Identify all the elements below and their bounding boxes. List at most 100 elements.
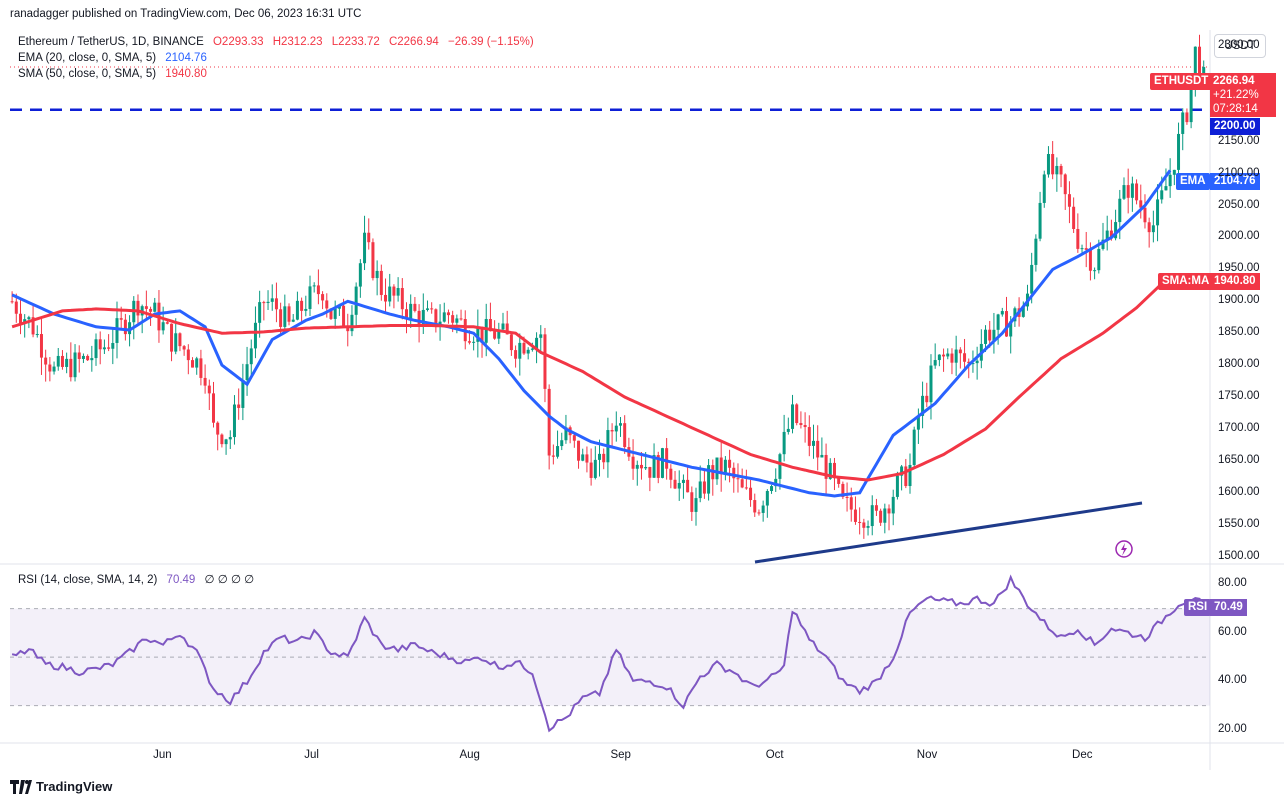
candle-body: [18, 313, 22, 324]
sma-legend[interactable]: SMA (50, close, 0, SMA, 5) 1940.80: [18, 68, 207, 80]
price-tick-label: 1850.00: [1218, 326, 1260, 339]
candle-body: [1130, 183, 1134, 198]
candle-body: [686, 479, 690, 493]
candle-body: [1164, 186, 1168, 191]
candle-body: [484, 318, 488, 343]
candle-body: [44, 357, 48, 365]
candle-body: [602, 453, 606, 463]
candle-body: [879, 510, 883, 523]
candle-body: [535, 337, 539, 349]
candle-body: [963, 353, 967, 362]
ohlc-high: H2312.23: [272, 36, 323, 48]
candle-body: [749, 487, 753, 501]
candle-body: [652, 455, 656, 478]
candle-body: [501, 323, 505, 330]
candle-body: [1118, 198, 1122, 223]
rsi-legend[interactable]: RSI (14, close, SMA, 14, 2) 70.49 ∅ ∅ ∅ …: [18, 572, 254, 586]
candle-body: [862, 522, 866, 528]
candle-body: [39, 334, 43, 358]
candle-body: [623, 423, 627, 448]
ohlc-open: O2293.33: [212, 36, 264, 48]
candle-body: [832, 462, 836, 479]
ema-legend[interactable]: EMA (20, close, 0, SMA, 5) 2104.76: [18, 52, 207, 64]
month-tick-label: Jul: [304, 749, 319, 761]
candle-body: [761, 505, 765, 513]
candle-body: [589, 462, 593, 478]
candle-body: [10, 301, 14, 303]
candle-body: [73, 352, 77, 378]
candle-body: [1202, 67, 1206, 74]
candle-body: [631, 456, 635, 469]
candle-body: [191, 360, 195, 368]
candle-body: [895, 475, 899, 497]
candle-body: [400, 288, 404, 310]
candle-body: [333, 308, 337, 319]
candle-body: [81, 355, 85, 359]
price-tick-label: 1950.00: [1218, 262, 1260, 275]
sma-line: [11, 274, 1172, 482]
candle-body: [715, 457, 719, 480]
tradingview-logo[interactable]: TradingView: [10, 779, 112, 794]
sma-axis-value: 1940.80: [1210, 273, 1260, 290]
candle-body: [1181, 112, 1185, 134]
candle-body: [841, 483, 845, 497]
candle-body: [1009, 321, 1013, 337]
candle-body: [253, 322, 257, 349]
price-tick-label: 2050.00: [1218, 198, 1260, 211]
candle-body: [262, 302, 266, 304]
price-tick-label: 2300.00: [1218, 38, 1260, 51]
ema-line: [11, 169, 1172, 498]
candle-body: [765, 490, 769, 506]
candle-body: [577, 440, 581, 461]
level-tag: 2200.00: [1210, 118, 1260, 135]
candle-body: [430, 308, 434, 310]
candle-body: [182, 346, 186, 350]
rsi-tick-label: 20.00: [1218, 722, 1247, 735]
candle-body: [975, 360, 979, 364]
candle-body: [216, 422, 220, 435]
candle-body: [228, 437, 232, 440]
candle-body: [136, 300, 140, 316]
candle-body: [1105, 230, 1109, 240]
candle-body: [539, 334, 543, 338]
candle-body: [86, 355, 90, 361]
candle-body: [1093, 270, 1097, 272]
candle-body: [900, 466, 904, 476]
candle-body: [1193, 46, 1197, 81]
candle-body: [48, 364, 52, 372]
candle-body: [367, 232, 371, 243]
candle-body: [732, 467, 736, 479]
candle-body: [518, 342, 522, 359]
candle-body: [161, 322, 165, 331]
candle-body: [312, 285, 316, 287]
candle-body: [111, 342, 115, 349]
candle-body: [770, 486, 774, 491]
candle-body: [497, 329, 501, 339]
candle-body: [916, 415, 920, 430]
candle-body: [379, 270, 383, 295]
candle-body: [677, 482, 681, 489]
candle-body: [102, 347, 106, 350]
candle-body: [409, 303, 413, 319]
candle-body: [824, 454, 828, 479]
price-tick-label: 1650.00: [1218, 453, 1260, 466]
candle-body: [564, 427, 568, 441]
price-tick-label: 1700.00: [1218, 421, 1260, 434]
candle-body: [342, 305, 346, 327]
candle-body: [442, 312, 446, 322]
candle-body: [425, 308, 429, 310]
candle-body: [287, 306, 291, 322]
candle-body: [581, 454, 585, 461]
candle-body: [984, 329, 988, 344]
candle-body: [295, 300, 299, 320]
candle-body: [921, 395, 925, 416]
currency-button[interactable]: USDT: [1214, 34, 1266, 58]
ema-legend-label: EMA (20, close, 0, SMA, 5): [18, 52, 157, 64]
candle-body: [56, 355, 60, 367]
candle-body: [371, 242, 375, 279]
candle-body: [1055, 165, 1059, 175]
price-tick-label: 1750.00: [1218, 390, 1260, 403]
candle-body: [186, 349, 190, 361]
candle-body: [1021, 306, 1025, 317]
